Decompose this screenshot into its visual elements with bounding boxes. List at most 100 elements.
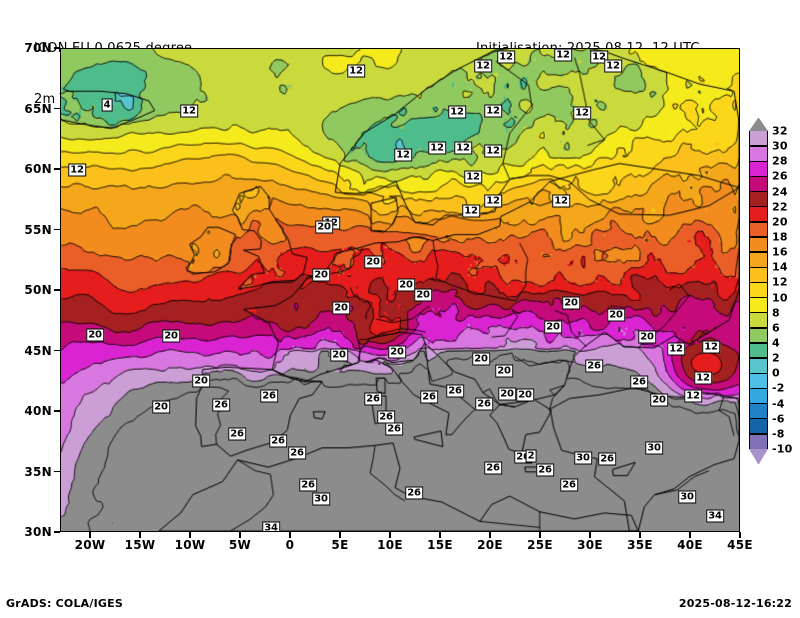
lat-tick-60N: [54, 168, 60, 170]
colorbar-band--4--2: [749, 388, 768, 405]
lon-tick-35E: [639, 532, 641, 538]
lon-tick-20E: [489, 532, 491, 538]
colorbar-band-2-4: [749, 343, 768, 359]
contour-label-26: 26: [269, 434, 287, 448]
lon-tick-40E: [689, 532, 691, 538]
contour-label-12: 12: [484, 144, 502, 158]
contour-label-30: 30: [645, 441, 663, 455]
lat-tick-55N: [54, 228, 60, 231]
colorbar-tick-label-14: 14: [772, 260, 788, 274]
contour-label-20: 20: [498, 387, 516, 401]
contour-label-20: 20: [192, 374, 210, 388]
contour-label-26: 26: [364, 392, 382, 406]
lon-tick-label-5W: 5W: [228, 538, 252, 552]
colorbar-divider: [749, 327, 768, 329]
lat-tick-label-40N: 40N: [24, 404, 52, 418]
colorbar-tick-label-24: 24: [772, 185, 788, 199]
colorbar-tick-label-6: 6: [772, 321, 780, 335]
contour-label-12: 12: [484, 104, 502, 118]
colorbar-band-8-10: [749, 297, 768, 314]
contour-label-26: 26: [405, 486, 423, 500]
colorbar-band-18-20: [749, 221, 768, 238]
contour-label-26: 26: [212, 398, 230, 412]
contour-label-20: 20: [332, 301, 350, 315]
contour-label-12: 12: [464, 170, 482, 184]
temperature-map[interactable]: 12 12 12 12 12 12 12 12 12 12 12 12 12 12 12 12 12 12 12 12…: [60, 48, 740, 532]
lon-tick-label-45E: 45E: [727, 538, 753, 552]
lon-tick-label-35E: 35E: [627, 538, 653, 552]
contour-label-26: 26: [288, 446, 306, 460]
contour-label-20: 20: [414, 288, 432, 302]
colorbar-tick-label-28: 28: [772, 154, 788, 168]
colorbar-divider: [749, 221, 768, 223]
contour-label-12: 12: [180, 104, 198, 118]
contour-label-26: 26: [299, 478, 317, 492]
lon-tick-label-15W: 15W: [124, 538, 156, 552]
contour-label-20: 20: [607, 308, 625, 322]
lon-tick-label-15E: 15E: [427, 538, 453, 552]
lat-tick-label-50N: 50N: [24, 283, 52, 297]
contour-label-12: 12: [428, 141, 446, 155]
lat-tick-label-60N: 60N: [24, 162, 52, 176]
colorbar-tick-label--6: -6: [772, 412, 785, 426]
contour-label-30: 30: [678, 490, 696, 504]
colorbar-tick-label-8: 8: [772, 306, 780, 320]
contour-label-26: 26: [377, 410, 395, 424]
contour-label-30: 30: [312, 492, 330, 506]
lon-tick-label-40E: 40E: [677, 538, 703, 552]
contour-label-20: 20: [315, 220, 333, 234]
lat-tick-label-70N: 70N: [24, 41, 52, 55]
colorbar-divider: [749, 372, 768, 375]
colorbar-divider: [749, 311, 768, 314]
contour-label-12: 12: [554, 49, 572, 62]
contour-label-20: 20: [388, 345, 406, 358]
temperature-colorbar: [749, 118, 768, 464]
colorbar-band-4-6: [749, 327, 768, 344]
colorbar-divider: [749, 205, 768, 208]
lat-tick-label-45N: 45N: [24, 343, 52, 358]
contour-label-12: 12: [474, 59, 492, 73]
colorbar-tick-label--10: -10: [772, 442, 793, 456]
contour-label-34: 34: [262, 521, 280, 531]
grads-credit: GrADS: COLA/IGES: [6, 597, 123, 610]
lon-tick-label-5E: 5E: [331, 538, 349, 552]
contour-label-12: 12: [590, 50, 608, 64]
colorbar-divider: [749, 266, 768, 269]
contour-label-26: 26: [260, 389, 278, 403]
colorbar-band--8--6: [749, 418, 768, 435]
lon-tick-15W: [139, 532, 141, 538]
lon-tick-label-10W: 10W: [174, 538, 206, 552]
contour-label-26: 26: [630, 375, 648, 389]
contour-label-12: 12: [694, 371, 712, 385]
contour-label-20: 20: [516, 388, 534, 402]
lon-tick-label-20W: 20W: [74, 538, 106, 552]
contour-label-12: 12: [604, 59, 622, 73]
contour-label-20: 20: [495, 364, 513, 378]
contour-label-12: 12: [68, 163, 86, 177]
contour-label-12: 12: [448, 105, 466, 119]
colorbar-band-14-16: [749, 252, 768, 268]
colorbar-tick-label-2: 2: [772, 351, 780, 365]
colorbar-divider: [749, 251, 768, 253]
colorbar-tick-label-26: 26: [772, 169, 788, 183]
contour-label-20: 20: [152, 400, 170, 414]
colorbar-tick-label-4: 4: [772, 336, 780, 350]
contour-label-12: 12: [484, 194, 502, 208]
contour-label-20: 20: [638, 330, 656, 344]
contour-label-12: 12: [347, 64, 365, 78]
colorbar-tick-label-30: 30: [772, 139, 788, 153]
lon-tick-45E: [739, 532, 741, 538]
contour-label-26: 26: [385, 422, 403, 436]
colorbar-divider: [749, 387, 768, 390]
contour-label-12: 12: [497, 50, 515, 64]
contour-label-12: 12: [552, 194, 570, 208]
contour-label-20: 20: [312, 268, 330, 282]
colorbar-divider: [749, 417, 768, 420]
contour-label-26: 26: [228, 427, 246, 441]
colorbar-divider: [749, 190, 768, 193]
contour-label-26: 26: [420, 390, 438, 404]
contour-label-26: 26: [484, 461, 502, 475]
colorbar-tick-label-32: 32: [772, 124, 788, 138]
lon-tick-10E: [389, 532, 391, 538]
lat-tick-50N: [54, 289, 60, 291]
